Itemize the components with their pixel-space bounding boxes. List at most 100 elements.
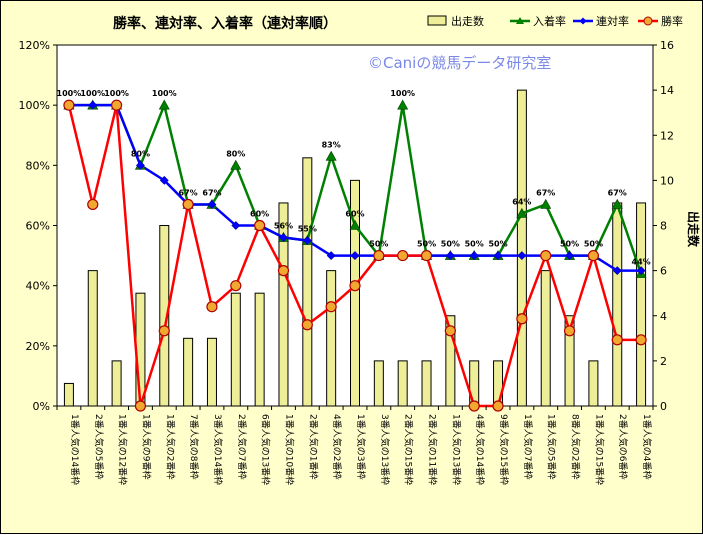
y2-tick-label-8: 16 [660, 39, 674, 52]
win-marker-24 [635, 334, 647, 346]
data-label-4: 100% [152, 89, 177, 98]
x-tick-label-16: 1番人気の13番枠 [450, 414, 462, 485]
rentai-marker-16 [445, 251, 455, 261]
x-tick-label-23: 2番人気の6番枠 [617, 414, 629, 479]
data-label-11: 83% [322, 140, 341, 149]
data-label-17: 50% [465, 240, 484, 249]
x-tick-label-10: 2番人気の1番枠 [307, 414, 319, 479]
bar-20 [540, 270, 551, 407]
bar-23 [612, 202, 623, 407]
x-tick-label-24: 1番人気の4番枠 [641, 414, 653, 479]
y2-tick-label-4: 8 [660, 220, 667, 233]
bar-0 [63, 382, 74, 407]
win-marker-20 [540, 249, 552, 262]
win-marker-1 [87, 198, 99, 211]
y2-axis-label: 出走数 [686, 211, 701, 248]
win-marker-2 [110, 99, 123, 111]
data-label-7: 80% [226, 149, 245, 158]
win-marker-3 [134, 400, 147, 412]
x-tick-label-3: 1番人気の9番枠 [140, 414, 152, 479]
data-label-0: 100% [57, 89, 82, 98]
bar-22 [588, 360, 599, 407]
chart-title: 勝率、連対率、入着率（連対率順） [113, 15, 337, 32]
x-tick-label-9: 1番人気の10番枠 [283, 414, 295, 485]
x-tick-label-13: 3番人気の13番枠 [379, 414, 391, 485]
bar-10 [302, 157, 313, 407]
watermark: ©Caniの競馬データ研究室 [368, 54, 551, 72]
x-tick-label-7: 2番人気の7番枠 [236, 414, 248, 479]
legend-swatch-0 [427, 15, 447, 26]
win-marker-14 [397, 249, 409, 262]
win-marker-12 [349, 280, 361, 292]
bar-3 [135, 292, 146, 407]
win-marker-10 [301, 319, 313, 331]
rentai-marker-24 [636, 266, 646, 276]
place-marker-12 [349, 219, 361, 230]
x-tick-label-1: 2番人気の5番枠 [93, 414, 105, 479]
data-label-23: 67% [608, 188, 627, 197]
y-tick-label-0: 0% [33, 400, 50, 413]
data-label-15: 50% [417, 240, 436, 249]
data-label-9: 56% [274, 222, 293, 231]
data-label-14: 100% [390, 89, 415, 98]
place-marker-23 [611, 198, 623, 209]
y2-tick-label-7: 14 [660, 84, 674, 97]
legend-marker-2 [579, 17, 587, 25]
win-marker-23 [611, 334, 623, 346]
y-tick-label-1: 20% [26, 340, 50, 353]
y2-tick-label-3: 6 [660, 265, 667, 278]
place-marker-14 [397, 99, 409, 110]
data-label-5: 67% [179, 188, 198, 197]
y-tick-label-3: 60% [26, 220, 50, 233]
bar-12 [350, 179, 360, 407]
bar-19 [516, 89, 527, 407]
x-tick-label-21: 8番人気の2番枠 [570, 414, 582, 479]
rentai-marker-19 [517, 251, 527, 261]
win-marker-4 [158, 325, 170, 337]
y-tick-label-4: 80% [26, 159, 50, 172]
place-marker-20 [540, 198, 552, 209]
y-tick-label-6: 120% [19, 39, 50, 52]
legend-marker-3 [643, 16, 653, 26]
data-label-20: 67% [536, 188, 555, 197]
rentai-marker-4 [159, 175, 169, 185]
rentai-marker-23 [612, 266, 622, 276]
y2-tick-label-6: 12 [660, 129, 674, 142]
x-tick-label-5: 7番人気の8番枠 [188, 414, 200, 479]
bar-21 [564, 315, 575, 407]
bar-11 [326, 270, 337, 407]
bar-14 [397, 360, 408, 407]
rentai-marker-1 [88, 100, 98, 110]
x-tick-label-14: 2番人気の15番枠 [403, 414, 415, 485]
data-label-21: 50% [560, 240, 579, 249]
rentai-marker-12 [350, 251, 360, 261]
x-tick-label-19: 1番人気の7番枠 [522, 414, 534, 479]
x-tick-label-11: 4番人気の2番枠 [331, 414, 343, 479]
bar-8 [254, 292, 265, 407]
win-marker-0 [63, 99, 75, 111]
bar-9 [278, 202, 289, 407]
bar-15 [421, 360, 432, 407]
legend: 出走数 入着率 連対率 勝率 [427, 14, 683, 28]
win-marker-17 [468, 400, 480, 412]
bar-4 [159, 225, 170, 407]
win-marker-13 [373, 249, 385, 262]
x-tick-label-12: 1番人気の3番枠 [355, 414, 367, 479]
data-label-8: 60% [250, 210, 269, 219]
x-tick-label-0: 1番人気の14番枠 [69, 414, 81, 485]
place-marker-7 [230, 159, 242, 170]
win-marker-11 [325, 301, 337, 313]
rentai-marker-7 [231, 221, 241, 230]
bar-7 [230, 292, 241, 407]
x-tick-label-17: 4番人気の14番枠 [474, 414, 486, 485]
place-marker-11 [325, 150, 337, 161]
x-tick-label-8: 6番人気の13番枠 [260, 414, 272, 485]
bar-6 [206, 337, 217, 407]
bar-16 [445, 315, 456, 407]
bar-18 [493, 360, 504, 407]
y-tick-label-2: 40% [26, 280, 50, 293]
bar-24 [636, 202, 647, 407]
data-label-12: 60% [345, 210, 364, 219]
